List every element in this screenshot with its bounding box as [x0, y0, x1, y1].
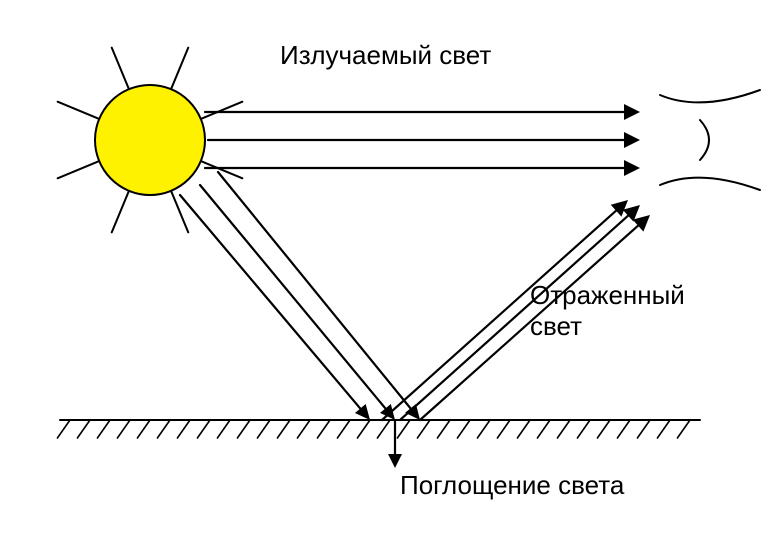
- ground-hatch: [137, 420, 150, 438]
- ground-hatch: [257, 420, 270, 438]
- sun-ray: [58, 161, 100, 178]
- sun-ray: [58, 102, 100, 119]
- ground-hatch: [377, 420, 390, 438]
- ground-hatch: [157, 420, 170, 438]
- ground-hatch: [577, 420, 590, 438]
- ground-hatch: [77, 420, 90, 438]
- eye-bottom-curve: [660, 178, 760, 190]
- eye-top-curve: [660, 90, 760, 102]
- ground-hatch: [497, 420, 510, 438]
- emitted-arrow-head: [624, 160, 640, 176]
- ground-hatch: [277, 420, 290, 438]
- ground-hatch: [437, 420, 450, 438]
- incident-arrow: [218, 172, 411, 408]
- ground-hatch: [57, 420, 70, 438]
- ground-hatch: [357, 420, 370, 438]
- sun-ray: [201, 102, 243, 119]
- incident-arrow: [200, 185, 385, 408]
- ground-hatch: [477, 420, 490, 438]
- ground-hatch: [597, 420, 610, 438]
- ground-hatch: [637, 420, 650, 438]
- emitted-arrow-head: [624, 132, 640, 148]
- ground-hatch: [417, 420, 430, 438]
- ground-hatch: [317, 420, 330, 438]
- incident-arrow: [180, 195, 360, 409]
- ground-hatch: [197, 420, 210, 438]
- label-reflected-light: Отраженныйсвет: [530, 280, 685, 342]
- ground-hatch: [297, 420, 310, 438]
- ground-hatch: [677, 420, 690, 438]
- ground-hatch: [657, 420, 670, 438]
- diagram-stage: Излучаемый свет Отраженныйсвет Поглощени…: [0, 0, 768, 542]
- ground-hatch: [517, 420, 530, 438]
- sun-ray: [171, 191, 188, 233]
- ground-hatch: [237, 420, 250, 438]
- sun-ray: [112, 191, 129, 233]
- ground-hatch: [457, 420, 470, 438]
- diagram-svg: [0, 0, 768, 542]
- ground-hatch: [177, 420, 190, 438]
- ground-hatch: [397, 420, 410, 438]
- eye-inner-curve: [700, 120, 709, 160]
- ground-hatch: [117, 420, 130, 438]
- ground-hatch: [337, 420, 350, 438]
- ground-hatch: [217, 420, 230, 438]
- ground-hatch: [617, 420, 630, 438]
- sun-ray: [171, 48, 188, 90]
- sun-ray: [112, 48, 129, 90]
- ground-hatch: [97, 420, 110, 438]
- ground-hatch: [557, 420, 570, 438]
- ground-hatch: [537, 420, 550, 438]
- sun-icon: [95, 85, 205, 195]
- emitted-arrow-head: [624, 104, 640, 120]
- label-emitted-light: Излучаемый свет: [280, 40, 491, 71]
- absorbed-arrow-head: [388, 454, 402, 468]
- label-absorbed-light: Поглощение света: [400, 470, 624, 501]
